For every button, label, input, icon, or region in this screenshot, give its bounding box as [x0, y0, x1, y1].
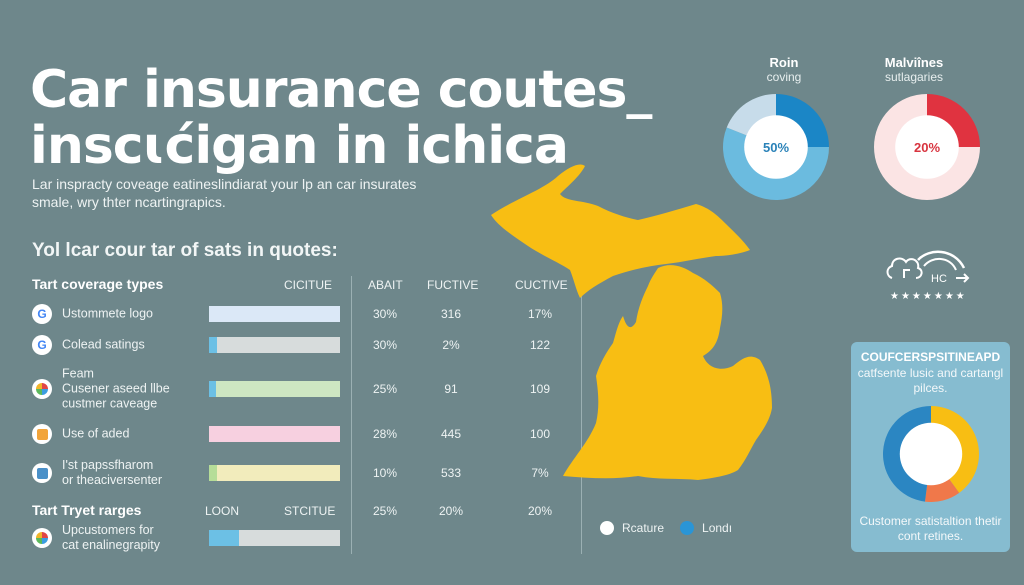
table-cell: 30% [372, 338, 398, 352]
map-legend: Rcature Londı [600, 521, 732, 535]
svg-text:50%: 50% [763, 140, 789, 155]
card-heading: COUFCERSPSITINEAPD [860, 350, 1001, 364]
legend-label: Rcature [622, 521, 665, 535]
table-cell: 122 [529, 338, 551, 352]
column-header-4: CUCTIVE [515, 278, 568, 292]
table-cell: 445 [440, 427, 462, 441]
column-header-loon: LOON [205, 504, 240, 518]
progress-bar [209, 306, 340, 322]
column-divider [351, 276, 352, 554]
progress-bar [209, 465, 340, 481]
title-line-1: Car insurance coutes_ [30, 60, 652, 120]
card-subtitle: catfsente lusic and cartangl pilces. [857, 366, 1004, 395]
table-row: Feam Cusener aseed llbe custmer caveage [32, 366, 342, 411]
progress-bar [209, 426, 340, 442]
legend-label: Londı [702, 521, 733, 535]
michigan-map [491, 164, 772, 480]
range-value: 20% [438, 504, 464, 518]
rating-block: HC ★★★★★★★ [884, 246, 974, 308]
progress-bar [209, 530, 340, 546]
table-cell: 2% [442, 338, 460, 352]
table-row: G Ustommete logo [32, 294, 342, 334]
donut-2-title: Malviînes [884, 55, 944, 70]
multicolor-logo-icon [32, 379, 52, 399]
table-row: G Colead satings [32, 325, 342, 365]
document-icon [32, 463, 52, 483]
table-row: I'st papssfharom or theaciversenter [32, 453, 342, 493]
column-header-3: FUCTIVE [427, 278, 479, 292]
range-value: 25% [372, 504, 398, 518]
range-value: 20% [527, 504, 553, 518]
svg-text:20%: 20% [914, 140, 940, 155]
star-rating: ★★★★★★★ [890, 291, 967, 302]
table-row: Use of aded [32, 414, 342, 454]
lower-peninsula-shape [563, 265, 772, 480]
multicolor-logo-icon [32, 528, 52, 548]
table-cell: 533 [440, 466, 462, 480]
donut-chart-1: 50% [723, 94, 829, 200]
table-row: Upcustomers for cat enalinegrapity [32, 518, 342, 558]
upper-peninsula-shape [491, 164, 750, 298]
google-icon: G [32, 335, 52, 355]
donut-chart-2: 20% [874, 94, 980, 200]
lock-badge-icon [32, 424, 52, 444]
cloud-arrow-icon: HC [886, 250, 970, 285]
svg-text:HC: HC [931, 273, 947, 285]
progress-bar [209, 381, 340, 397]
table-cell: 30% [372, 307, 398, 321]
target-ranges-heading: Tart Tryet rarges [32, 502, 142, 518]
row-label: Upcustomers for cat enalinegrapity [62, 523, 160, 552]
title-line-2: inscɩćigan in ichica [30, 116, 569, 176]
row-label: Ustommete logo [62, 306, 154, 321]
table-cell: 316 [440, 307, 462, 321]
section-heading: Yol lcar cour tar of sats in quotes: [32, 240, 338, 261]
satisfaction-card: COUFCERSPSITINEAPD catfsente lusic and c… [851, 342, 1010, 552]
card-footer: Customer satistaltion thetir cont retine… [859, 514, 1002, 543]
column-divider [581, 272, 582, 554]
donut-1-title: Roin [769, 55, 799, 70]
row-label: Use of aded [62, 426, 130, 441]
row-label: I'st papssfharom or theaciversenter [62, 458, 163, 487]
page-title: Car insurance coutes_ inscɩćigan in ichi… [30, 60, 652, 176]
table-cell: 25% [372, 382, 398, 396]
table-cell: 10% [372, 466, 398, 480]
table-cell: 91 [444, 382, 458, 396]
legend-dot-icon [600, 521, 614, 535]
column-header-stcitue: STCITUE [284, 504, 336, 518]
table-cell: 17% [527, 307, 553, 321]
legend-dot-icon [680, 521, 695, 535]
page-subtitle: Lar inspracty coveage eatineslindiarat y… [32, 176, 417, 210]
table-cell: 7% [531, 466, 549, 480]
donut-1-subtitle: coving [766, 70, 802, 84]
table-cell: 109 [529, 382, 551, 396]
donut-2-subtitle: sutlagaries [884, 70, 944, 84]
table-cell: 100 [529, 427, 551, 441]
google-icon: G [32, 304, 52, 324]
column-header-1: CICITUE [284, 278, 332, 292]
row-label: Feam Cusener aseed llbe custmer caveage [62, 366, 170, 411]
progress-bar [209, 337, 340, 353]
satisfaction-donut [882, 406, 979, 502]
table-cell: 28% [372, 427, 398, 441]
column-header-2: ABAIT [368, 278, 403, 292]
row-label: Colead satings [62, 337, 145, 352]
coverage-types-heading: Tart coverage types [32, 276, 164, 292]
